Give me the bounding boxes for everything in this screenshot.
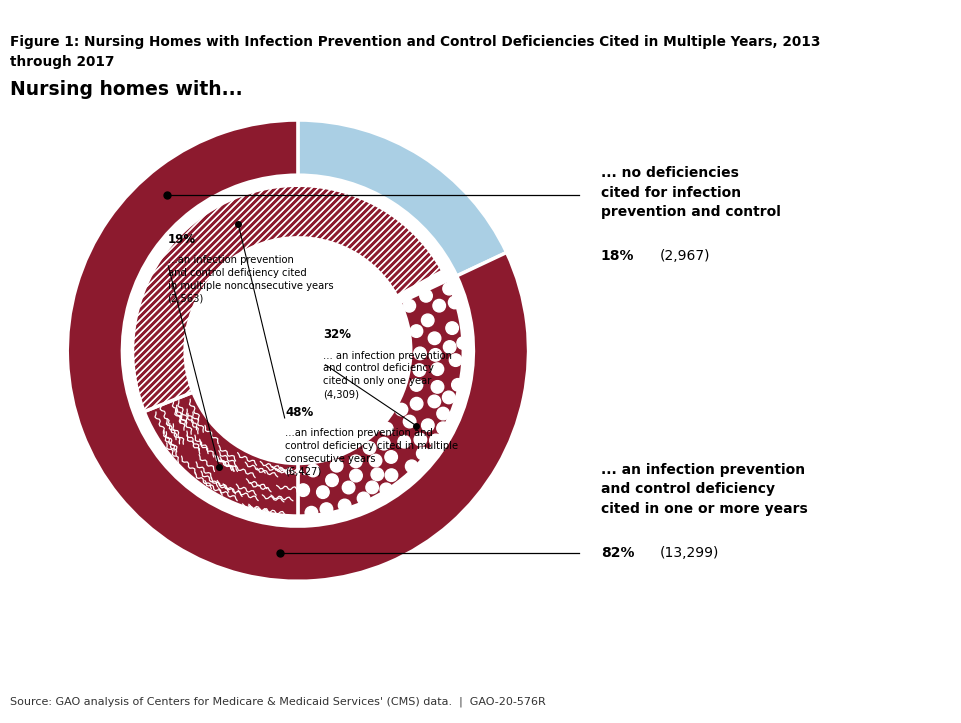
Text: (2,967): (2,967) bbox=[660, 249, 711, 263]
Circle shape bbox=[446, 322, 458, 334]
Circle shape bbox=[450, 354, 462, 367]
Circle shape bbox=[378, 437, 390, 450]
Circle shape bbox=[422, 419, 434, 432]
Wedge shape bbox=[298, 279, 466, 518]
Circle shape bbox=[456, 337, 470, 349]
Circle shape bbox=[404, 415, 416, 428]
Circle shape bbox=[433, 299, 446, 312]
Circle shape bbox=[430, 348, 442, 362]
Circle shape bbox=[431, 363, 444, 375]
Text: ... an infection prevention
and control deficiency
cited in one or more years: ... an infection prevention and control … bbox=[601, 463, 807, 515]
Text: 19%: 19% bbox=[167, 233, 196, 246]
Circle shape bbox=[320, 503, 333, 515]
Circle shape bbox=[357, 492, 370, 505]
Text: (13,299): (13,299) bbox=[660, 546, 720, 560]
Circle shape bbox=[410, 398, 423, 410]
Circle shape bbox=[422, 314, 434, 327]
Wedge shape bbox=[298, 183, 450, 303]
Circle shape bbox=[414, 433, 427, 446]
Text: 48%: 48% bbox=[285, 406, 313, 419]
Circle shape bbox=[316, 486, 330, 498]
Circle shape bbox=[437, 422, 450, 435]
Circle shape bbox=[186, 239, 409, 462]
Wedge shape bbox=[141, 392, 298, 518]
Circle shape bbox=[326, 474, 338, 487]
Circle shape bbox=[363, 442, 376, 454]
Wedge shape bbox=[67, 120, 529, 581]
Circle shape bbox=[414, 347, 427, 359]
Circle shape bbox=[369, 454, 382, 467]
Circle shape bbox=[385, 469, 398, 482]
Text: 82%: 82% bbox=[601, 546, 634, 560]
Circle shape bbox=[443, 283, 456, 295]
Circle shape bbox=[403, 299, 415, 312]
Wedge shape bbox=[130, 183, 445, 413]
Circle shape bbox=[428, 395, 440, 408]
Circle shape bbox=[395, 403, 407, 416]
Circle shape bbox=[381, 422, 393, 435]
Circle shape bbox=[380, 483, 392, 495]
Circle shape bbox=[410, 325, 423, 338]
Circle shape bbox=[371, 468, 383, 481]
Text: through 2017: through 2017 bbox=[10, 55, 114, 69]
Circle shape bbox=[338, 499, 351, 512]
Text: ... no deficiencies
cited for infection
prevention and control: ... no deficiencies cited for infection … bbox=[601, 166, 780, 219]
Circle shape bbox=[384, 450, 398, 463]
Circle shape bbox=[350, 455, 362, 468]
Text: ... an infection prevention
and control deficiency
cited in only one year
(4,309: ... an infection prevention and control … bbox=[323, 351, 452, 399]
Circle shape bbox=[410, 379, 423, 391]
Circle shape bbox=[350, 469, 362, 482]
Circle shape bbox=[366, 481, 379, 494]
Text: 18%: 18% bbox=[601, 249, 634, 263]
Circle shape bbox=[342, 482, 355, 494]
Circle shape bbox=[398, 435, 410, 448]
Circle shape bbox=[449, 296, 461, 309]
Circle shape bbox=[430, 434, 442, 447]
Circle shape bbox=[306, 506, 318, 519]
Circle shape bbox=[443, 341, 456, 354]
Wedge shape bbox=[298, 120, 506, 276]
Circle shape bbox=[297, 484, 309, 497]
Text: Figure 1: Nursing Homes with Infection Prevention and Control Deficiencies Cited: Figure 1: Nursing Homes with Infection P… bbox=[10, 35, 820, 48]
Circle shape bbox=[413, 364, 426, 377]
Text: Source: GAO analysis of Centers for Medicare & Medicaid Services' (CMS) data.  |: Source: GAO analysis of Centers for Medi… bbox=[10, 696, 545, 707]
Circle shape bbox=[437, 407, 450, 420]
Circle shape bbox=[307, 464, 319, 476]
Circle shape bbox=[429, 332, 441, 345]
Text: Nursing homes with...: Nursing homes with... bbox=[10, 80, 242, 98]
Text: ...an infection prevention and
control deficiency cited in multiple
consecutive : ...an infection prevention and control d… bbox=[285, 428, 458, 476]
Circle shape bbox=[416, 448, 429, 460]
Circle shape bbox=[442, 391, 455, 403]
Circle shape bbox=[420, 289, 432, 302]
Text: ...an infection prevention
and control deficiency cited
in multiple nonconsecuti: ...an infection prevention and control d… bbox=[167, 255, 333, 304]
Circle shape bbox=[452, 379, 464, 391]
Text: 32%: 32% bbox=[323, 328, 351, 341]
Circle shape bbox=[431, 380, 444, 393]
Circle shape bbox=[406, 460, 418, 473]
Circle shape bbox=[331, 459, 343, 472]
